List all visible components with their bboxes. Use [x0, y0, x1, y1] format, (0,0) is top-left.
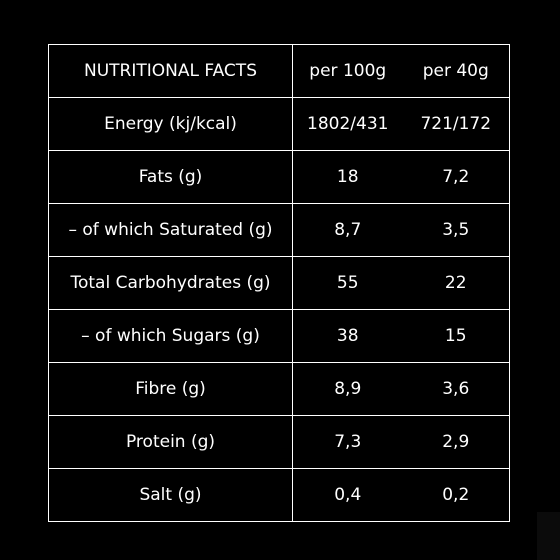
table-row: – of which Saturated (g) 8,7 3,5 — [48, 203, 510, 257]
row-label: – of which Sugars (g) — [48, 309, 293, 363]
table-row: Fibre (g) 8,9 3,6 — [48, 362, 510, 416]
row-per-40g: 7,2 — [402, 150, 510, 204]
table-header-row: NUTRITIONAL FACTS per 100g per 40g — [48, 44, 510, 98]
row-per-40g: 0,2 — [402, 468, 510, 522]
row-label: Fats (g) — [48, 150, 293, 204]
row-per-40g: 3,6 — [402, 362, 510, 416]
row-label: Energy (kj/kcal) — [48, 97, 293, 151]
row-per-100g: 38 — [292, 309, 403, 363]
table-row: Fats (g) 18 7,2 — [48, 150, 510, 204]
row-label: Protein (g) — [48, 415, 293, 469]
row-label: Salt (g) — [48, 468, 293, 522]
table-row: Salt (g) 0,4 0,2 — [48, 468, 510, 522]
corner-shade — [537, 512, 560, 560]
row-per-100g: 55 — [292, 256, 403, 310]
row-per-100g: 8,9 — [292, 362, 403, 416]
row-per-40g: 15 — [402, 309, 510, 363]
row-per-40g: 3,5 — [402, 203, 510, 257]
row-per-40g: 721/172 — [402, 97, 510, 151]
row-per-40g: 22 — [402, 256, 510, 310]
row-per-100g: 1802/431 — [292, 97, 403, 151]
table-row: Protein (g) 7,3 2,9 — [48, 415, 510, 469]
row-per-40g: 2,9 — [402, 415, 510, 469]
header-per-100g: per 100g — [292, 44, 403, 98]
row-per-100g: 8,7 — [292, 203, 403, 257]
row-per-100g: 7,3 — [292, 415, 403, 469]
row-per-100g: 18 — [292, 150, 403, 204]
row-label: – of which Saturated (g) — [48, 203, 293, 257]
header-label: NUTRITIONAL FACTS — [48, 44, 293, 98]
row-per-100g: 0,4 — [292, 468, 403, 522]
header-per-40g: per 40g — [402, 44, 510, 98]
nutrition-facts-table: NUTRITIONAL FACTS per 100g per 40g Energ… — [48, 44, 510, 522]
row-label: Total Carbohydrates (g) — [48, 256, 293, 310]
table-row: Total Carbohydrates (g) 55 22 — [48, 256, 510, 310]
table-row: Energy (kj/kcal) 1802/431 721/172 — [48, 97, 510, 151]
row-label: Fibre (g) — [48, 362, 293, 416]
table-row: – of which Sugars (g) 38 15 — [48, 309, 510, 363]
